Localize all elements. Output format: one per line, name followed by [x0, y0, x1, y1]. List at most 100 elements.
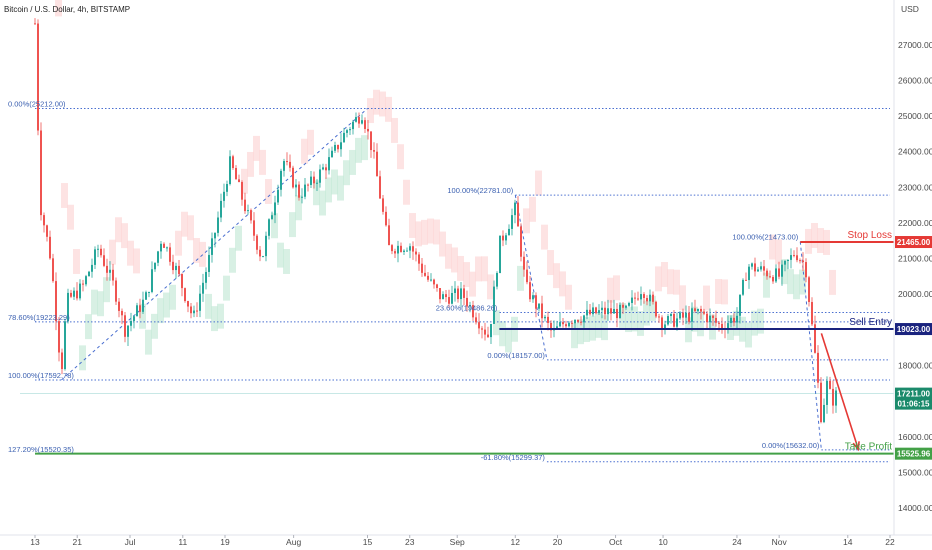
candle-body: [103, 255, 105, 266]
candle-body: [229, 156, 231, 185]
candle-body: [700, 308, 702, 312]
candle-body: [538, 303, 540, 309]
cloud-segment: [475, 256, 482, 282]
y-tick-label: 26000.00: [898, 75, 932, 85]
candle-body: [94, 249, 96, 265]
candle-body: [214, 232, 216, 239]
cloud-segment: [367, 98, 374, 124]
cloud-segment: [613, 275, 620, 301]
candle-body: [364, 120, 366, 129]
candle-body: [517, 202, 519, 227]
candle-body: [442, 294, 444, 300]
candle-body: [742, 279, 744, 295]
cloud-segment: [373, 89, 380, 115]
x-tick-label: Jul: [125, 537, 136, 547]
cloud-segment: [379, 91, 386, 117]
fib-level-label: 0.00%(15632.00): [762, 441, 820, 450]
candle-body: [646, 298, 648, 302]
candle-body: [499, 235, 501, 274]
candle-body: [76, 290, 78, 299]
candle-body: [493, 286, 495, 324]
candle-body: [631, 297, 633, 304]
candle-body: [397, 245, 399, 254]
trend-lines: [61, 108, 822, 450]
cloud-segment: [817, 228, 824, 254]
candle-body: [61, 352, 63, 370]
candle-body: [124, 315, 126, 337]
cloud-segment: [295, 195, 302, 221]
x-tick-label: 15: [363, 537, 373, 547]
candle-body: [406, 250, 408, 252]
cloud-segment: [457, 255, 464, 281]
cloud-segment: [757, 308, 764, 334]
candle-body: [730, 317, 732, 324]
candle-body: [628, 303, 630, 306]
candle-body: [634, 297, 636, 299]
candle-body: [751, 263, 753, 267]
candle-body: [268, 219, 270, 236]
candle-body: [721, 323, 723, 329]
candle-body: [286, 161, 288, 163]
y-tick-label: 16000.00: [898, 432, 932, 442]
candle-body: [820, 382, 822, 423]
cloud-segment: [397, 144, 404, 170]
cloud-segment: [97, 291, 104, 317]
cloud-segment: [211, 306, 218, 332]
candle-body: [463, 288, 465, 298]
cloud-segment: [343, 160, 350, 186]
candle-body: [790, 255, 792, 260]
candle-body: [400, 245, 402, 252]
fib-level-label: 100.00%(21473.00): [732, 233, 798, 242]
candle-body: [256, 235, 258, 250]
candle-body: [667, 316, 669, 325]
candle-body: [670, 313, 672, 317]
candle-body: [343, 132, 345, 143]
candle-body: [544, 316, 546, 319]
candle-body: [43, 215, 45, 226]
cloud-segment: [811, 223, 818, 248]
candle-body: [199, 293, 201, 311]
candle-body: [37, 23, 39, 131]
current-price-tag: [895, 387, 932, 410]
candle-body: [196, 310, 198, 312]
cloud-segment: [391, 117, 398, 143]
candle-body: [691, 308, 693, 322]
stop-price-text: 21465.00: [897, 238, 931, 247]
cloud-segment: [769, 234, 776, 260]
candle-body: [46, 225, 48, 237]
candle-body: [460, 288, 462, 300]
candle-body: [478, 322, 480, 329]
candle-body: [421, 263, 423, 273]
candlesticks: [34, 18, 837, 424]
candle-body: [226, 184, 228, 192]
candle-body: [580, 321, 582, 323]
candle-body: [781, 264, 783, 277]
candle-body: [427, 275, 429, 280]
candle-body: [328, 157, 330, 171]
candle-body: [271, 215, 273, 220]
x-tick-label: Sep: [450, 537, 465, 547]
cloud-segment: [403, 179, 410, 205]
time-axis[interactable]: 13 21 Jul 11 19 Aug 15 23 Sep 12 20 Oct 10 24 Nov 14 22: [30, 535, 895, 547]
cloud-segment: [625, 307, 632, 333]
candle-body: [685, 312, 687, 318]
fib-level-label: 23.60%(19486.26): [436, 304, 498, 313]
candle-body: [769, 276, 771, 278]
y-tick-label: 22000.00: [898, 218, 932, 228]
candle-body: [205, 271, 207, 283]
cloud-segment: [487, 274, 494, 300]
cloud-segment: [667, 269, 674, 295]
cloud-segment: [763, 272, 770, 298]
candle-body: [169, 247, 171, 262]
candle-body: [274, 202, 276, 216]
cloud-segment: [187, 215, 194, 241]
candle-body: [574, 320, 576, 324]
candle-body: [160, 243, 162, 252]
cloud-segment: [181, 211, 188, 237]
candle-body: [817, 352, 819, 383]
candle-body: [295, 184, 297, 188]
candle-body: [187, 301, 189, 307]
candle-body: [385, 211, 387, 226]
cloud-segment: [745, 322, 752, 348]
